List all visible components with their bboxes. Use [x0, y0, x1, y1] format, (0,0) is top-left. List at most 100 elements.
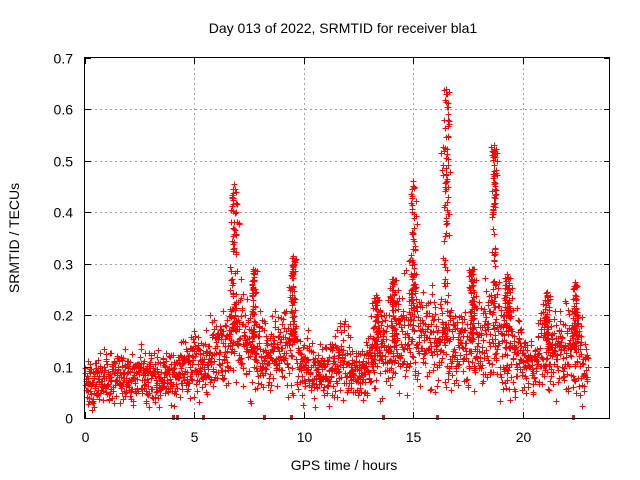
- data-point: [532, 378, 539, 385]
- data-point: [390, 353, 397, 360]
- data-point: [432, 304, 439, 311]
- data-point: [388, 358, 395, 365]
- peak-data-point: [491, 278, 498, 285]
- data-point: [305, 357, 312, 364]
- peak-data-point: [368, 313, 375, 320]
- data-point: [579, 314, 586, 321]
- data-point: [457, 352, 464, 359]
- data-point: [403, 267, 410, 274]
- data-point: [187, 373, 194, 380]
- data-point: [482, 310, 489, 317]
- data-point: [516, 318, 523, 325]
- data-point: [455, 362, 462, 369]
- data-point: [567, 352, 574, 359]
- data-point: [153, 377, 160, 384]
- data-point: [280, 316, 287, 323]
- data-point: [451, 346, 458, 353]
- data-point: [224, 348, 231, 355]
- data-point: [334, 380, 341, 387]
- peak-data-point: [249, 290, 256, 297]
- data-point: [203, 327, 210, 334]
- peak-data-point: [491, 294, 498, 301]
- peak-data-point: [291, 318, 298, 325]
- data-point: [460, 356, 467, 363]
- peak-data-point: [228, 312, 235, 319]
- peak-data-point: [440, 144, 447, 151]
- data-point: [312, 404, 319, 411]
- peak-data-point: [491, 252, 498, 259]
- data-point: [535, 333, 542, 340]
- data-point: [132, 380, 139, 387]
- peak-data-point: [470, 316, 477, 323]
- data-point: [272, 318, 279, 325]
- data-point: [485, 357, 492, 364]
- peak-data-point: [229, 203, 236, 210]
- data-point: [82, 365, 89, 372]
- data-point: [270, 375, 277, 382]
- data-gap-markers: [172, 415, 575, 420]
- data-point: [486, 339, 493, 346]
- peak-data-point: [231, 219, 238, 226]
- data-point: [426, 335, 433, 342]
- data-point: [510, 356, 517, 363]
- data-point: [473, 293, 480, 300]
- data-point: [112, 360, 119, 367]
- peak-data-point: [369, 300, 376, 307]
- data-point: [474, 355, 481, 362]
- peak-data-point: [230, 208, 237, 215]
- peak-data-point: [543, 330, 550, 337]
- data-point: [101, 346, 108, 353]
- peak-data-point: [408, 302, 415, 309]
- data-point: [497, 371, 504, 378]
- data-point: [407, 360, 414, 367]
- data-point: [557, 351, 564, 358]
- data-point: [419, 317, 426, 324]
- data-point: [143, 400, 150, 407]
- data-point: [475, 340, 482, 347]
- data-gap-marker: [436, 415, 439, 420]
- data-point: [480, 337, 487, 344]
- peak-data-point: [540, 301, 547, 308]
- data-point: [572, 378, 579, 385]
- data-point: [333, 344, 340, 351]
- data-gap-marker: [176, 415, 179, 420]
- data-point: [351, 372, 358, 379]
- y-tick-label: 0.7: [54, 51, 74, 67]
- data-point: [211, 317, 218, 324]
- data-point: [573, 390, 580, 397]
- peak-data-point: [491, 258, 498, 265]
- data-point: [431, 299, 438, 306]
- peak-data-point: [229, 276, 236, 283]
- peak-data-point: [546, 307, 553, 314]
- data-point: [404, 330, 411, 337]
- peak-data-point: [370, 305, 377, 312]
- peak-data-point: [544, 345, 551, 352]
- peak-data-point: [502, 300, 509, 307]
- peak-data-point: [470, 330, 477, 337]
- data-point: [456, 361, 463, 368]
- peak-max-point: [250, 266, 257, 273]
- data-point: [185, 386, 192, 393]
- data-point: [578, 351, 585, 358]
- data-point: [452, 349, 459, 356]
- peak-data-point: [252, 319, 259, 326]
- data-point: [555, 367, 562, 374]
- peak-data-point: [374, 347, 381, 354]
- data-point: [186, 380, 193, 387]
- peak-data-point: [506, 323, 513, 330]
- data-point: [146, 404, 153, 411]
- data-point: [191, 328, 198, 335]
- data-point: [194, 388, 201, 395]
- data-point: [346, 344, 353, 351]
- data-point: [334, 394, 341, 401]
- data-point: [568, 353, 575, 360]
- peak-data-point: [443, 230, 450, 237]
- data-point: [557, 318, 564, 325]
- data-point: [207, 312, 214, 319]
- data-point: [420, 289, 427, 296]
- peak-data-point: [233, 200, 240, 207]
- data-point: [398, 352, 405, 359]
- data-point: [566, 311, 573, 318]
- peak-max-point: [290, 253, 297, 260]
- peak-data-point: [441, 204, 448, 211]
